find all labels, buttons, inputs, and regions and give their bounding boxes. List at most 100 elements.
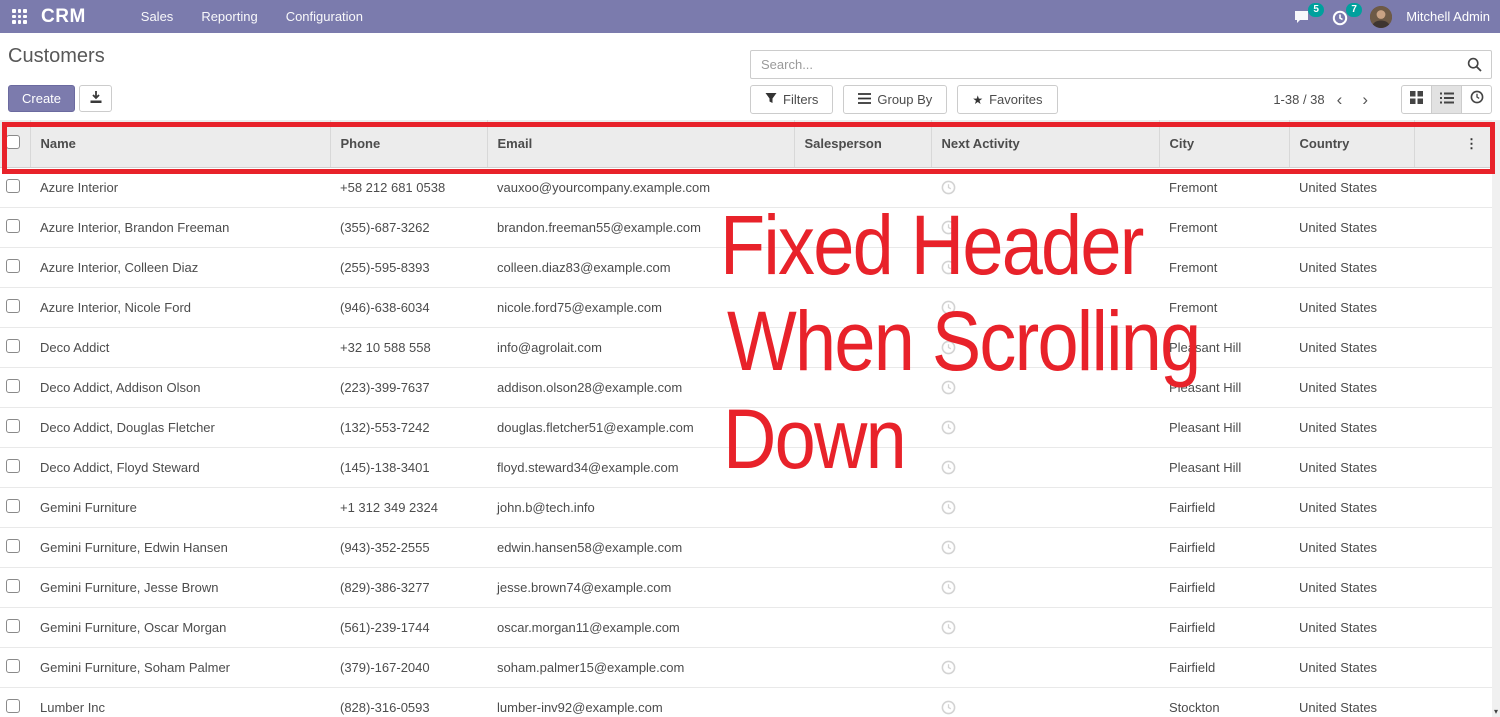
- row-checkbox[interactable]: [6, 298, 20, 313]
- cell-city[interactable]: Fairfield: [1159, 487, 1289, 528]
- cell-city[interactable]: Fremont: [1159, 247, 1289, 288]
- cell-country[interactable]: United States: [1289, 687, 1414, 717]
- cell-email[interactable]: vauxoo@yourcompany.example.com: [487, 167, 794, 208]
- cell-city[interactable]: Fairfield: [1159, 527, 1289, 568]
- cell-phone[interactable]: (946)-638-6034: [330, 287, 487, 328]
- cell-city[interactable]: Fremont: [1159, 287, 1289, 328]
- cell-name[interactable]: Deco Addict, Addison Olson: [30, 367, 330, 408]
- next-activity-clock-icon[interactable]: [941, 459, 956, 475]
- cell-email[interactable]: soham.palmer15@example.com: [487, 647, 794, 688]
- table-row[interactable]: Gemini Furniture, Soham Palmer (379)-167…: [0, 647, 1492, 688]
- cell-next-activity[interactable]: [931, 447, 1159, 488]
- row-checkbox[interactable]: [6, 338, 20, 353]
- cell-phone[interactable]: (379)-167-2040: [330, 647, 487, 688]
- cell-email[interactable]: lumber-inv92@example.com: [487, 687, 794, 717]
- cell-next-activity[interactable]: [931, 207, 1159, 248]
- cell-country[interactable]: United States: [1289, 567, 1414, 608]
- cell-email[interactable]: floyd.steward34@example.com: [487, 447, 794, 488]
- apps-grid-icon[interactable]: [12, 9, 27, 24]
- cell-email[interactable]: colleen.diaz83@example.com: [487, 247, 794, 288]
- cell-salesperson[interactable]: [794, 327, 931, 368]
- cell-phone[interactable]: (829)-386-3277: [330, 567, 487, 608]
- next-activity-clock-icon[interactable]: [941, 619, 956, 635]
- cell-next-activity[interactable]: [931, 527, 1159, 568]
- messages-icon[interactable]: 5: [1294, 2, 1325, 27]
- cell-name[interactable]: Azure Interior, Nicole Ford: [30, 287, 330, 328]
- cell-name[interactable]: Azure Interior: [30, 167, 330, 208]
- cell-name[interactable]: Deco Addict, Douglas Fletcher: [30, 407, 330, 448]
- table-row[interactable]: Azure Interior, Nicole Ford (946)-638-60…: [0, 287, 1492, 328]
- cell-country[interactable]: United States: [1289, 247, 1414, 288]
- menu-sales[interactable]: Sales: [140, 9, 174, 24]
- cell-name[interactable]: Gemini Furniture, Oscar Morgan: [30, 607, 330, 648]
- next-activity-clock-icon[interactable]: [941, 179, 956, 195]
- table-row[interactable]: Gemini Furniture, Oscar Morgan (561)-239…: [0, 607, 1492, 648]
- cell-country[interactable]: United States: [1289, 407, 1414, 448]
- cell-salesperson[interactable]: [794, 247, 931, 288]
- column-header-email[interactable]: Email: [486, 120, 794, 168]
- column-header-salesperson[interactable]: Salesperson: [793, 120, 931, 168]
- cell-phone[interactable]: (561)-239-1744: [330, 607, 487, 648]
- row-checkbox[interactable]: [6, 178, 20, 193]
- cell-city[interactable]: Stockton: [1159, 687, 1289, 717]
- menu-reporting[interactable]: Reporting: [201, 9, 258, 24]
- cell-next-activity[interactable]: [931, 167, 1159, 208]
- cell-name[interactable]: Deco Addict: [30, 327, 330, 368]
- user-name[interactable]: Mitchell Admin: [1406, 9, 1490, 24]
- next-activity-clock-icon[interactable]: [941, 259, 956, 275]
- cell-salesperson[interactable]: [794, 367, 931, 408]
- cell-next-activity[interactable]: [931, 647, 1159, 688]
- cell-next-activity[interactable]: [931, 247, 1159, 288]
- cell-next-activity[interactable]: [931, 327, 1159, 368]
- cell-email[interactable]: nicole.ford75@example.com: [487, 287, 794, 328]
- cell-salesperson[interactable]: [794, 567, 931, 608]
- cell-name[interactable]: Azure Interior, Colleen Diaz: [30, 247, 330, 288]
- cell-phone[interactable]: (255)-595-8393: [330, 247, 487, 288]
- cell-city[interactable]: Pleasant Hill: [1159, 407, 1289, 448]
- cell-country[interactable]: United States: [1289, 367, 1414, 408]
- next-activity-clock-icon[interactable]: [941, 219, 956, 235]
- column-header-country[interactable]: Country: [1288, 120, 1414, 168]
- pager-next-icon[interactable]: ›: [1362, 90, 1368, 109]
- cell-name[interactable]: Lumber Inc: [30, 687, 330, 717]
- cell-phone[interactable]: (943)-352-2555: [330, 527, 487, 568]
- cell-salesperson[interactable]: [794, 287, 931, 328]
- cell-salesperson[interactable]: [794, 647, 931, 688]
- next-activity-clock-icon[interactable]: [941, 299, 956, 315]
- cell-name[interactable]: Azure Interior, Brandon Freeman: [30, 207, 330, 248]
- cell-city[interactable]: Fremont: [1159, 167, 1289, 208]
- import-button[interactable]: [79, 85, 113, 112]
- row-checkbox[interactable]: [6, 618, 20, 633]
- cell-email[interactable]: john.b@tech.info: [487, 487, 794, 528]
- cell-country[interactable]: United States: [1289, 327, 1414, 368]
- cell-city[interactable]: Pleasant Hill: [1159, 367, 1289, 408]
- next-activity-clock-icon[interactable]: [941, 379, 956, 395]
- cell-country[interactable]: United States: [1289, 647, 1414, 688]
- list-view-button[interactable]: [1431, 85, 1462, 114]
- cell-country[interactable]: United States: [1289, 287, 1414, 328]
- cell-salesperson[interactable]: [794, 687, 931, 717]
- cell-next-activity[interactable]: [931, 367, 1159, 408]
- scrollbar-down-arrow-icon[interactable]: ▾: [1493, 707, 1498, 716]
- cell-name[interactable]: Gemini Furniture: [30, 487, 330, 528]
- cell-email[interactable]: brandon.freeman55@example.com: [487, 207, 794, 248]
- search-icon[interactable]: [1458, 57, 1491, 72]
- cell-phone[interactable]: (223)-399-7637: [330, 367, 487, 408]
- row-checkbox[interactable]: [6, 418, 20, 433]
- pager-previous-icon[interactable]: ‹: [1336, 90, 1343, 109]
- next-activity-clock-icon[interactable]: [941, 579, 956, 595]
- cell-salesperson[interactable]: [794, 207, 931, 248]
- table-row[interactable]: Gemini Furniture +1 312 349 2324 john.b@…: [0, 487, 1492, 528]
- activities-icon[interactable]: 7: [1332, 2, 1363, 27]
- cell-name[interactable]: Gemini Furniture, Edwin Hansen: [30, 527, 330, 568]
- vertical-scrollbar[interactable]: ▾: [1492, 120, 1500, 717]
- cell-phone[interactable]: (132)-553-7242: [330, 407, 487, 448]
- next-activity-clock-icon[interactable]: [941, 659, 956, 675]
- cell-next-activity[interactable]: [931, 287, 1159, 328]
- column-header-next-activity[interactable]: Next Activity: [930, 120, 1159, 168]
- table-row[interactable]: Deco Addict, Addison Olson (223)-399-763…: [0, 367, 1492, 408]
- user-avatar[interactable]: [1370, 5, 1393, 28]
- cell-city[interactable]: Fairfield: [1159, 607, 1289, 648]
- cell-city[interactable]: Pleasant Hill: [1159, 327, 1289, 368]
- cell-phone[interactable]: +1 312 349 2324: [330, 487, 487, 528]
